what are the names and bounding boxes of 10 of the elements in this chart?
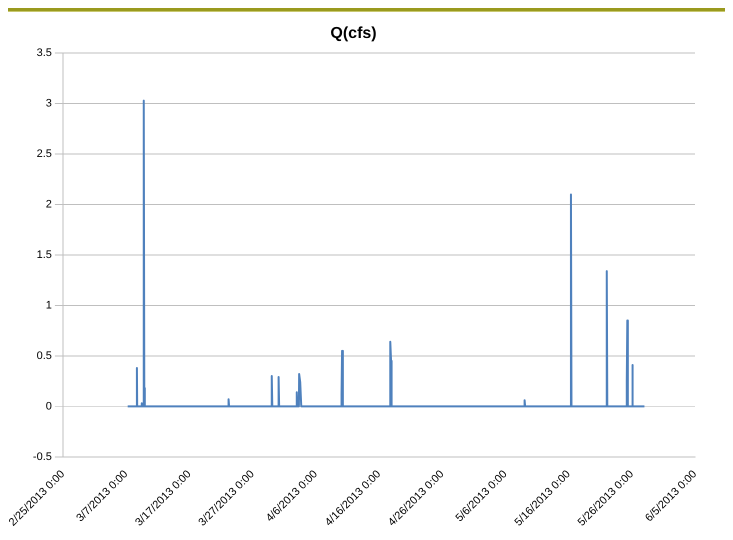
y-tick-label: 3: [46, 98, 52, 110]
y-tick-label: -0.5: [32, 450, 52, 463]
y-tick-label: 2: [46, 198, 52, 211]
chart-title: Q(cfs): [330, 25, 377, 42]
y-tick-label: 1.5: [36, 249, 52, 262]
y-tick-label: 0: [46, 400, 52, 412]
y-tick-label: 2.5: [36, 148, 52, 160]
y-tick-label: 1: [46, 299, 52, 312]
y-tick-label: 3.5: [36, 47, 52, 60]
y-tick-label: 0.5: [36, 350, 52, 362]
